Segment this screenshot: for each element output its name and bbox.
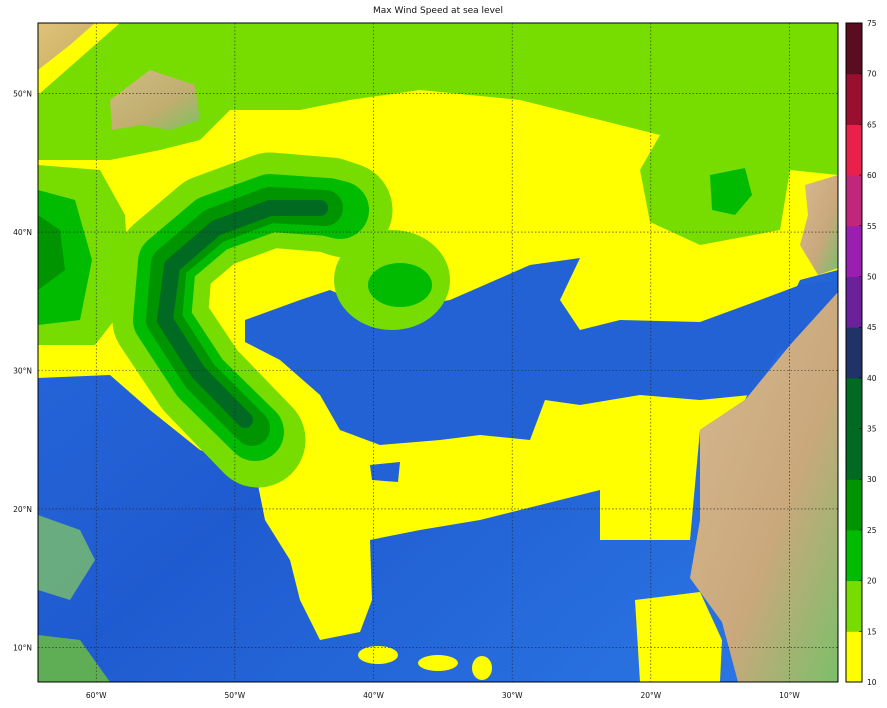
contour-10-15-patch (358, 646, 398, 664)
land-africa (690, 292, 838, 682)
contour-10-15-patch (472, 656, 492, 680)
colorbar-bin (846, 225, 862, 277)
colorbar-bin (846, 479, 862, 531)
contour-25-30 (38, 215, 65, 290)
land-iberia (800, 175, 838, 275)
lat-tick-label: 10°N (13, 643, 32, 652)
map-frame (37, 22, 839, 683)
colorbar-bin (846, 175, 862, 227)
land-north-america (38, 23, 95, 70)
graticule (38, 23, 838, 682)
hurricane-arc-30-40 (157, 200, 328, 428)
lon-tick-label: 50°W (225, 691, 246, 700)
colorbar-tick-label: 55 (867, 222, 877, 231)
contour-10-15-patch (418, 655, 458, 671)
below-threshold-area (370, 462, 400, 482)
colorbar-frame (845, 22, 863, 683)
colorbar-tick-label: 20 (867, 577, 877, 586)
colorbar-tick-label: 40 (867, 374, 877, 383)
colorbar-tick-label: 75 (867, 19, 877, 28)
lon-tick-label: 20°W (640, 691, 661, 700)
colorbar-bin (846, 377, 862, 430)
land-newfoundland (110, 70, 200, 130)
secondary-blob-20-25 (368, 263, 432, 307)
land-caribbean (38, 515, 95, 600)
contour-20-25 (710, 168, 752, 215)
colorbar-bin (846, 23, 862, 75)
colorbar-bin (846, 276, 862, 328)
lat-tick-label: 40°N (13, 228, 32, 237)
colorbar-bin (846, 327, 862, 379)
lon-tick-label: 10°W (779, 691, 800, 700)
colorbar-tick-label: 10 (867, 678, 877, 687)
colorbar-bin (846, 580, 862, 632)
contour-15-20 (38, 23, 838, 245)
colorbar: 10 15 20 25 30 35 40 45 50 55 60 65 70 75 (845, 19, 877, 687)
lat-tick-label: 50°N (13, 90, 32, 99)
lon-tick-label: 30°W (502, 691, 523, 700)
colorbar-tick-label: 15 (867, 627, 877, 636)
colorbar-tick-label: 35 (867, 425, 877, 434)
colorbar-bin (846, 529, 862, 582)
land-south-america (38, 635, 110, 682)
colorbar-tick-label: 70 (867, 70, 877, 79)
lat-tick-label: 30°N (13, 366, 32, 375)
map-title: Max Wind Speed at sea level (373, 6, 503, 16)
axis-ticks: 60°W 50°W 40°W 30°W 20°W 10°W 50°N 40°N 30°N 20°N… (13, 90, 800, 700)
contour-10-15-patch (635, 592, 722, 682)
colorbar-bin (846, 73, 862, 125)
contour-20-25 (38, 190, 92, 325)
colorbar-bin (846, 124, 862, 176)
colorbar-tick-label: 25 (867, 526, 877, 535)
colorbar-tick-label: 50 (867, 272, 877, 281)
colorbar-tick-label: 60 (867, 171, 877, 180)
lat-tick-label: 20°N (13, 505, 32, 514)
colorbar-bin (846, 428, 862, 480)
lon-tick-label: 40°W (363, 691, 384, 700)
colorbar-tick-label: 65 (867, 120, 877, 129)
lon-tick-label: 60°W (86, 691, 107, 700)
colorbar-bin (846, 631, 862, 683)
below-threshold-area (245, 258, 838, 445)
colorbar-tick-label: 45 (867, 323, 877, 332)
colorbar-tick-label: 30 (867, 475, 877, 484)
